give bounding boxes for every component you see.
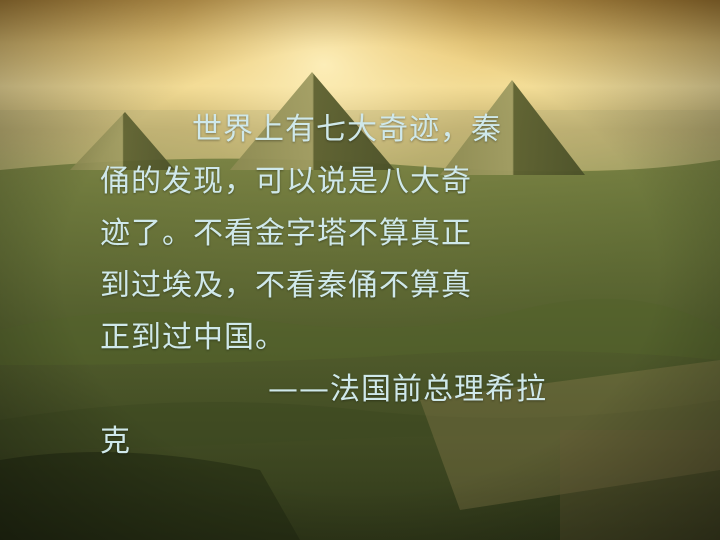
quote-line-2: 俑的发现，可以说是八大奇 xyxy=(100,164,472,199)
quote-line-5: 正到过中国。 xyxy=(100,320,286,355)
quote-line-4: 到过埃及，不看秦俑不算真 xyxy=(100,268,472,303)
quote-line-3: 迹了。不看金字塔不算真正 xyxy=(100,216,472,251)
quote-line-1: 世界上有七大奇迹，秦 xyxy=(192,112,502,147)
attribution-line-1: ——法国前总理希拉 xyxy=(268,372,547,407)
quote-text-block: 世界上有七大奇迹，秦 俑的发现，可以说是八大奇 迹了。不看金字塔不算真正 到过埃… xyxy=(100,104,600,468)
attribution-line-2: 克 xyxy=(100,424,131,459)
